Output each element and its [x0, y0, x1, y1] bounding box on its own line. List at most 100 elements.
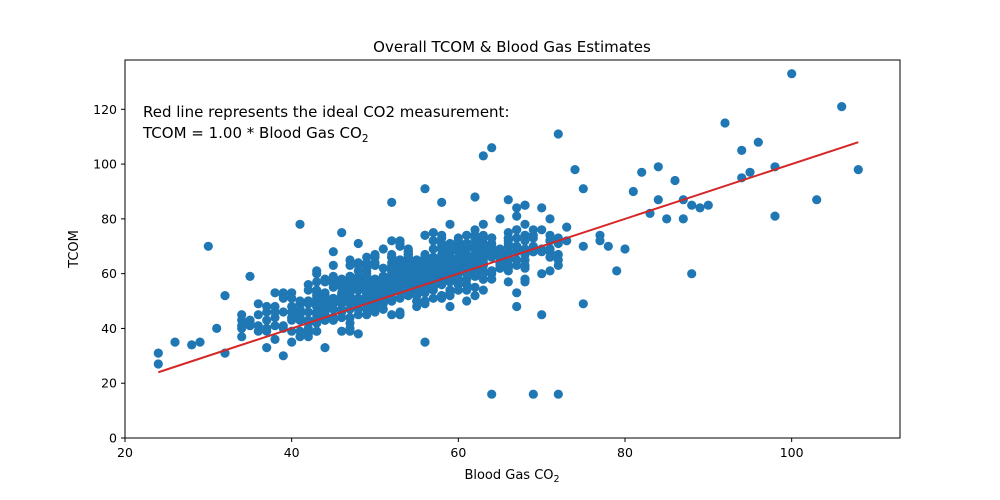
data-point [595, 230, 605, 240]
data-point [420, 271, 430, 281]
data-point [270, 334, 280, 344]
data-point [478, 247, 488, 257]
data-point [770, 211, 780, 221]
data-point [262, 343, 272, 353]
data-point [420, 258, 430, 268]
data-point [370, 307, 380, 317]
data-point [512, 203, 522, 213]
data-point [512, 288, 522, 298]
x-tick-label: 60 [450, 445, 466, 460]
data-point [478, 233, 488, 243]
data-point [345, 260, 355, 270]
x-axis-label-main: Blood Gas CO [464, 468, 553, 483]
data-point [487, 233, 497, 243]
data-point [187, 340, 197, 350]
data-point [353, 285, 363, 295]
data-point [487, 252, 497, 262]
data-point [570, 165, 580, 175]
data-point [428, 236, 438, 246]
data-point [153, 359, 163, 369]
y-tick-label: 100 [93, 157, 117, 172]
data-point [445, 291, 455, 301]
data-point [278, 351, 288, 361]
data-point [487, 274, 497, 284]
data-point [412, 269, 422, 279]
y-tick-label: 120 [93, 102, 117, 117]
data-point [512, 233, 522, 243]
annotation-line-2-main: TCOM = 1.00 * Blood Gas CO [142, 124, 362, 142]
data-point [312, 269, 322, 279]
data-point [462, 230, 472, 240]
data-point [387, 310, 397, 320]
data-point [387, 236, 397, 246]
ideal-fit-line [158, 141, 859, 374]
data-point [520, 263, 530, 273]
data-point [370, 260, 380, 270]
data-point [412, 301, 422, 312]
data-point [737, 145, 747, 155]
data-point [253, 299, 263, 309]
x-axis-label-subscript: 2 [554, 474, 560, 485]
data-point [503, 195, 513, 205]
data-point [420, 296, 430, 306]
data-point [470, 192, 480, 202]
data-point [278, 293, 288, 303]
data-point [378, 271, 388, 281]
data-point [303, 296, 313, 306]
data-point [387, 274, 397, 284]
data-point [678, 214, 688, 224]
data-point [520, 219, 530, 229]
data-point [478, 151, 488, 161]
data-point [553, 389, 563, 399]
data-point [478, 269, 488, 279]
data-point [345, 288, 355, 298]
x-tick-label: 40 [284, 445, 300, 460]
data-point [437, 230, 447, 240]
data-point [512, 225, 522, 235]
data-point [278, 307, 288, 317]
data-point [287, 288, 297, 298]
data-point [603, 241, 613, 251]
data-point [337, 274, 347, 284]
data-point [512, 211, 522, 221]
data-point [320, 343, 330, 353]
data-point [370, 277, 380, 287]
data-point [512, 241, 522, 251]
data-point [328, 304, 338, 314]
data-point [395, 238, 405, 249]
data-point [328, 282, 338, 292]
data-point [312, 291, 322, 301]
data-point [153, 348, 163, 358]
data-point [403, 260, 413, 270]
data-point [345, 296, 355, 306]
data-point [553, 260, 563, 270]
data-point [745, 167, 755, 177]
data-point [470, 233, 480, 243]
data-point [337, 326, 347, 336]
data-point [470, 291, 480, 301]
data-point [362, 271, 372, 281]
data-point [528, 389, 538, 399]
data-point [545, 244, 555, 254]
data-point [412, 291, 422, 301]
data-point [387, 285, 397, 295]
data-point [487, 143, 497, 153]
data-point [628, 186, 638, 197]
data-point [578, 299, 588, 309]
data-point [395, 293, 405, 303]
data-point [503, 233, 513, 243]
data-point [345, 277, 355, 287]
data-point [328, 260, 338, 270]
data-point [253, 326, 263, 336]
data-point [837, 102, 847, 112]
data-point [237, 323, 247, 333]
data-point [462, 238, 472, 249]
data-point [470, 282, 480, 292]
data-point [395, 274, 405, 284]
data-point [503, 277, 513, 287]
data-point [262, 315, 272, 325]
data-point [237, 310, 247, 320]
x-axis-ticks: 20 40 60 80 100 [117, 438, 804, 460]
data-point [262, 301, 272, 312]
data-point [295, 296, 305, 306]
